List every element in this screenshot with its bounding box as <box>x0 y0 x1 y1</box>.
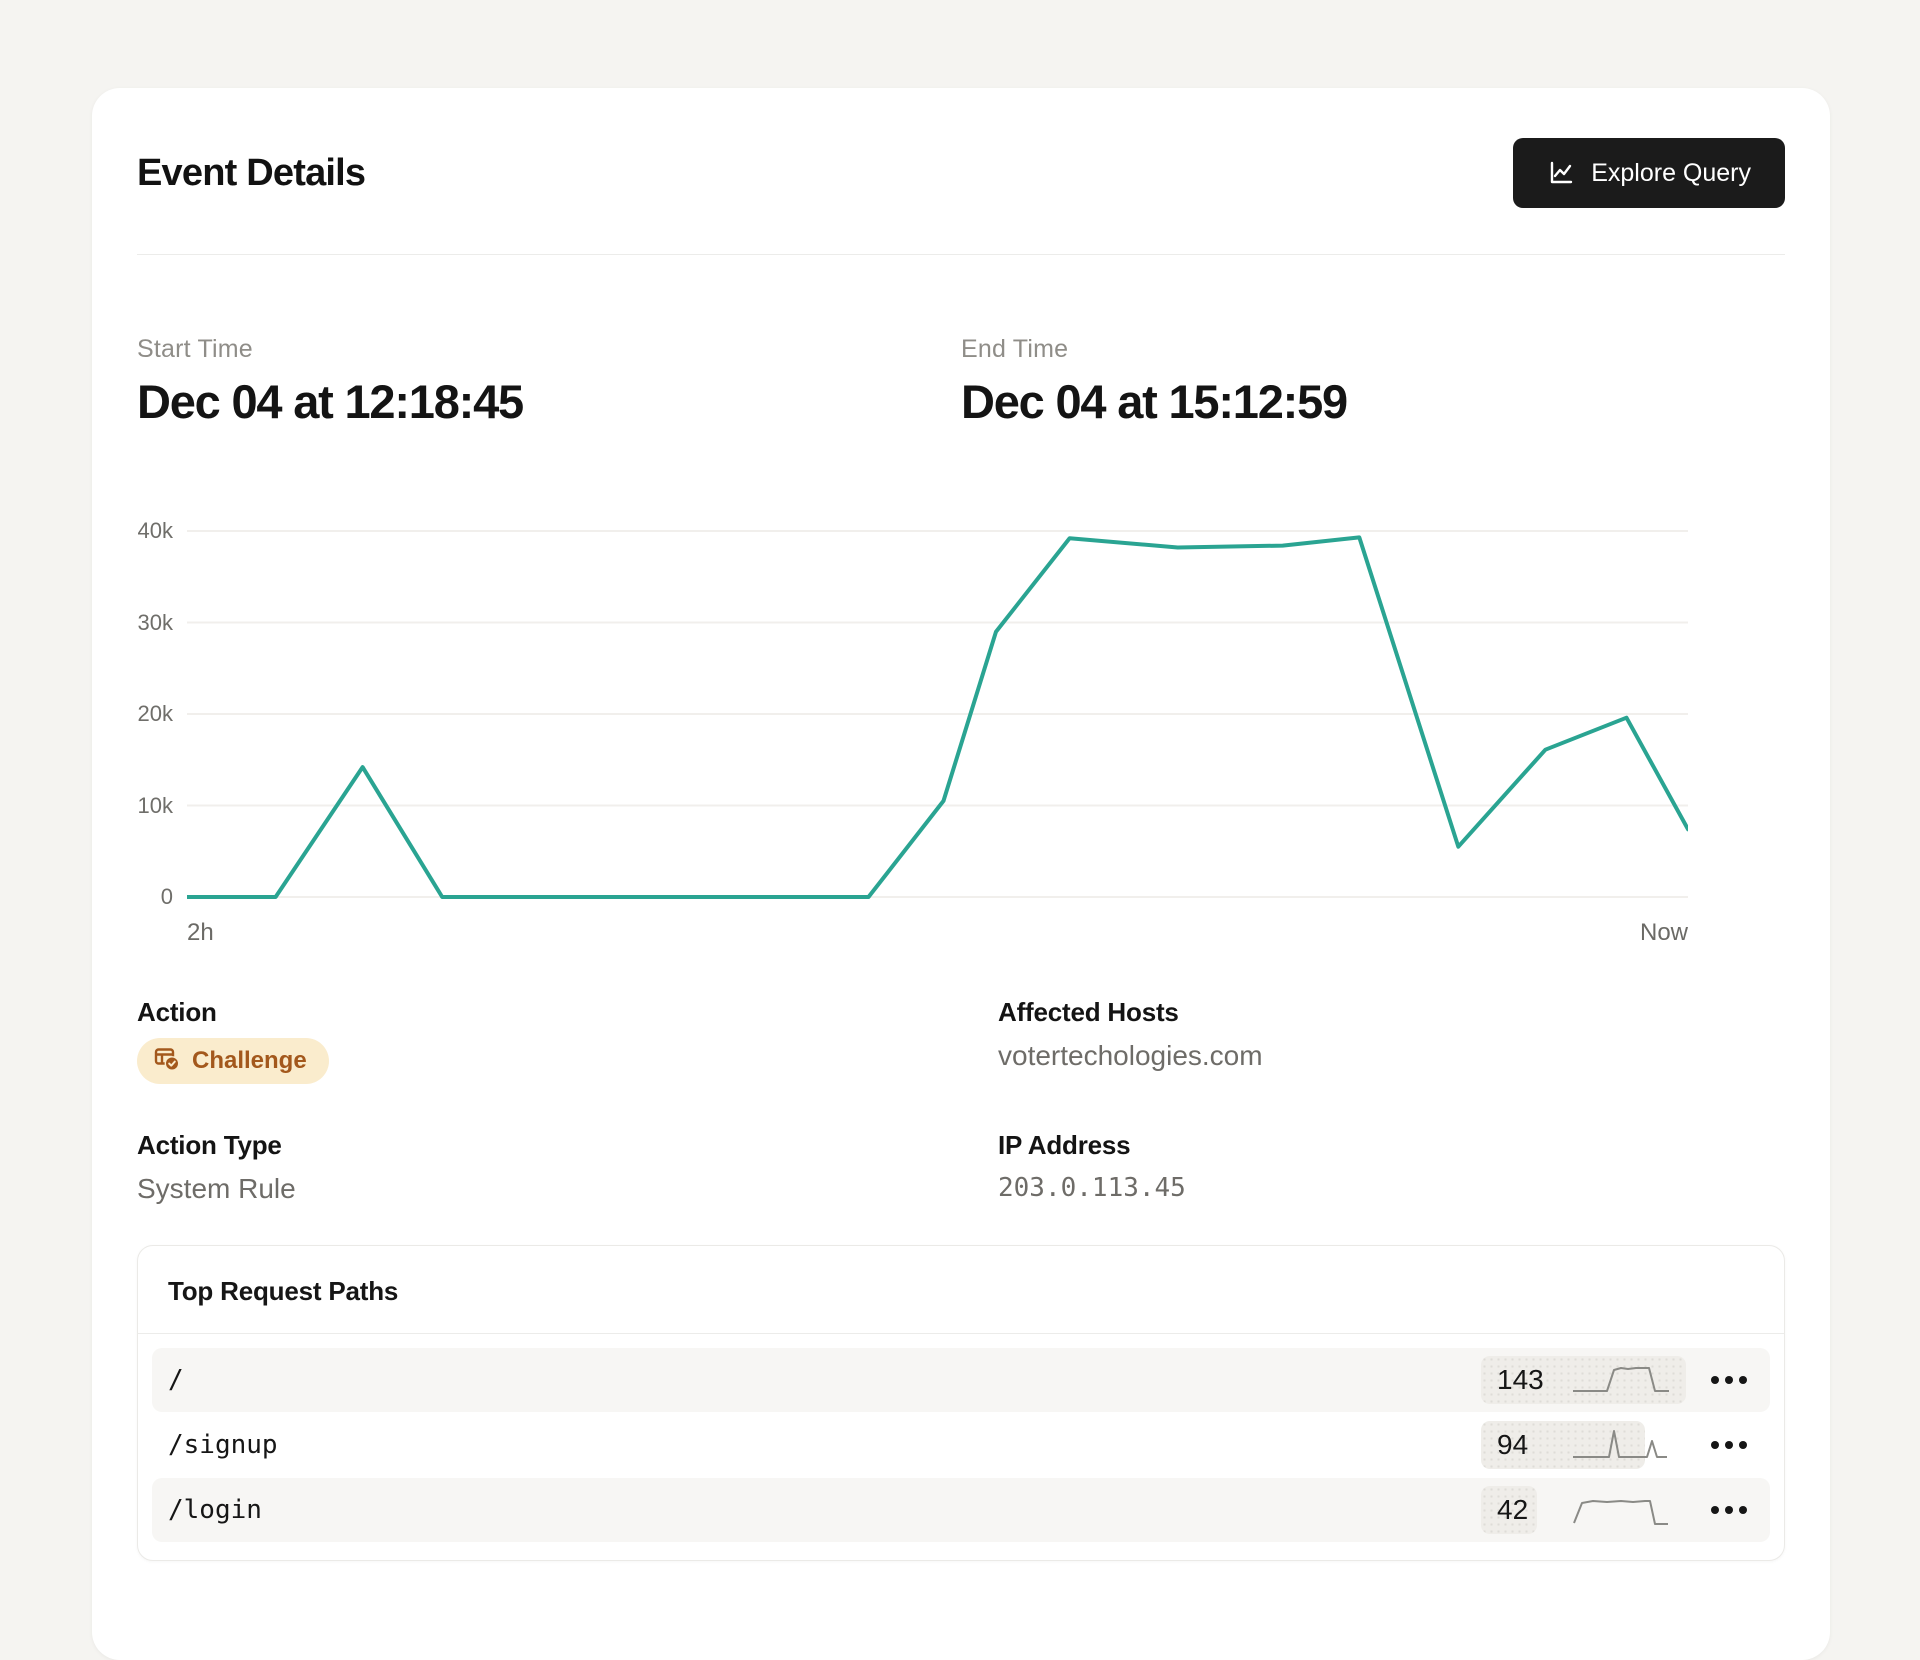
page-title: Event Details <box>137 151 366 194</box>
event-chart-svg <box>187 530 1688 899</box>
line-chart-icon <box>1547 159 1575 187</box>
action-label: Action <box>137 997 217 1027</box>
y-tick-label: 30k <box>137 609 173 635</box>
count-bar: 42 <box>1481 1486 1537 1534</box>
card-header: Event Details Explore Query <box>137 138 1785 208</box>
start-time-block: Start Time Dec 04 at 12:18:45 <box>137 335 961 429</box>
action-field: Action Challenge <box>137 997 998 1084</box>
start-time-value: Dec 04 at 12:18:45 <box>137 375 524 428</box>
table-row: /login 42 <box>152 1478 1770 1542</box>
requests-chart: 40k 30k 20k 10k 0 2h Now <box>137 518 1785 947</box>
table-row: / 143 <box>152 1348 1770 1412</box>
ellipsis-icon <box>1711 1376 1719 1384</box>
event-details-card: Event Details Explore Query Start Time D… <box>92 88 1830 1660</box>
path-cell: /login <box>168 1495 262 1525</box>
top-request-paths-card: Top Request Paths / 143 /signup <box>137 1245 1785 1561</box>
affected-hosts-label: Affected Hosts <box>998 997 1179 1027</box>
action-badge-label: Challenge <box>192 1047 307 1074</box>
metric-cell: 94 <box>1481 1421 1686 1469</box>
sparkline <box>1573 1430 1667 1458</box>
end-time-value: Dec 04 at 15:12:59 <box>961 375 1348 428</box>
ip-address-label: IP Address <box>998 1130 1131 1160</box>
action-type-label: Action Type <box>137 1130 282 1160</box>
explore-query-button[interactable]: Explore Query <box>1513 138 1785 208</box>
row-menu-button[interactable] <box>1709 1425 1749 1465</box>
action-type-value: System Rule <box>137 1173 296 1204</box>
ellipsis-icon <box>1711 1506 1719 1514</box>
path-cell: /signup <box>168 1430 278 1460</box>
ellipsis-icon <box>1711 1441 1719 1449</box>
count-value: 42 <box>1497 1494 1529 1525</box>
ip-address-field: IP Address 203.0.113.45 <box>998 1130 1785 1205</box>
row-menu-button[interactable] <box>1709 1360 1749 1400</box>
affected-hosts-field: Affected Hosts votertechologies.com <box>998 997 1785 1084</box>
rule-check-icon <box>153 1045 180 1077</box>
x-axis-label-end: Now <box>1639 919 1688 946</box>
affected-hosts-value: votertechologies.com <box>998 1040 1263 1071</box>
ip-address-value: 203.0.113.45 <box>998 1173 1186 1203</box>
top-request-paths-title: Top Request Paths <box>168 1276 399 1306</box>
sparkline <box>1573 1500 1668 1525</box>
x-axis-label-start: 2h <box>187 919 214 946</box>
action-type-field: Action Type System Rule <box>137 1130 998 1205</box>
header-divider <box>137 254 1785 255</box>
action-badge: Challenge <box>137 1038 329 1084</box>
row-menu-button[interactable] <box>1709 1490 1749 1530</box>
end-time-block: End Time Dec 04 at 15:12:59 <box>961 335 1785 429</box>
y-tick-label: 0 <box>160 884 173 909</box>
y-tick-label: 10k <box>137 792 173 818</box>
x-axis-labels: 2h Now <box>187 919 1688 947</box>
metric-cell: 143 <box>1481 1356 1686 1404</box>
table-row: /signup 94 <box>152 1413 1770 1477</box>
y-axis-labels: 40k 30k 20k 10k 0 <box>137 518 187 909</box>
y-tick-label: 20k <box>137 701 173 726</box>
paths-header-divider <box>138 1333 1784 1334</box>
details-grid: Action Challenge Affected Hosts voter <box>137 997 1785 1205</box>
sparkline <box>1573 1367 1669 1392</box>
explore-query-label: Explore Query <box>1591 158 1751 187</box>
count-value: 94 <box>1497 1429 1529 1460</box>
path-cell: / <box>168 1365 184 1395</box>
y-tick-label: 40k <box>137 518 173 543</box>
times-row: Start Time Dec 04 at 12:18:45 End Time D… <box>137 335 1785 429</box>
count-value: 143 <box>1497 1364 1544 1395</box>
start-time-label: Start Time <box>137 335 253 363</box>
end-time-label: End Time <box>961 335 1069 363</box>
metric-cell: 42 <box>1481 1486 1686 1534</box>
paths-rows: / 143 /signup 94 <box>138 1334 1784 1560</box>
